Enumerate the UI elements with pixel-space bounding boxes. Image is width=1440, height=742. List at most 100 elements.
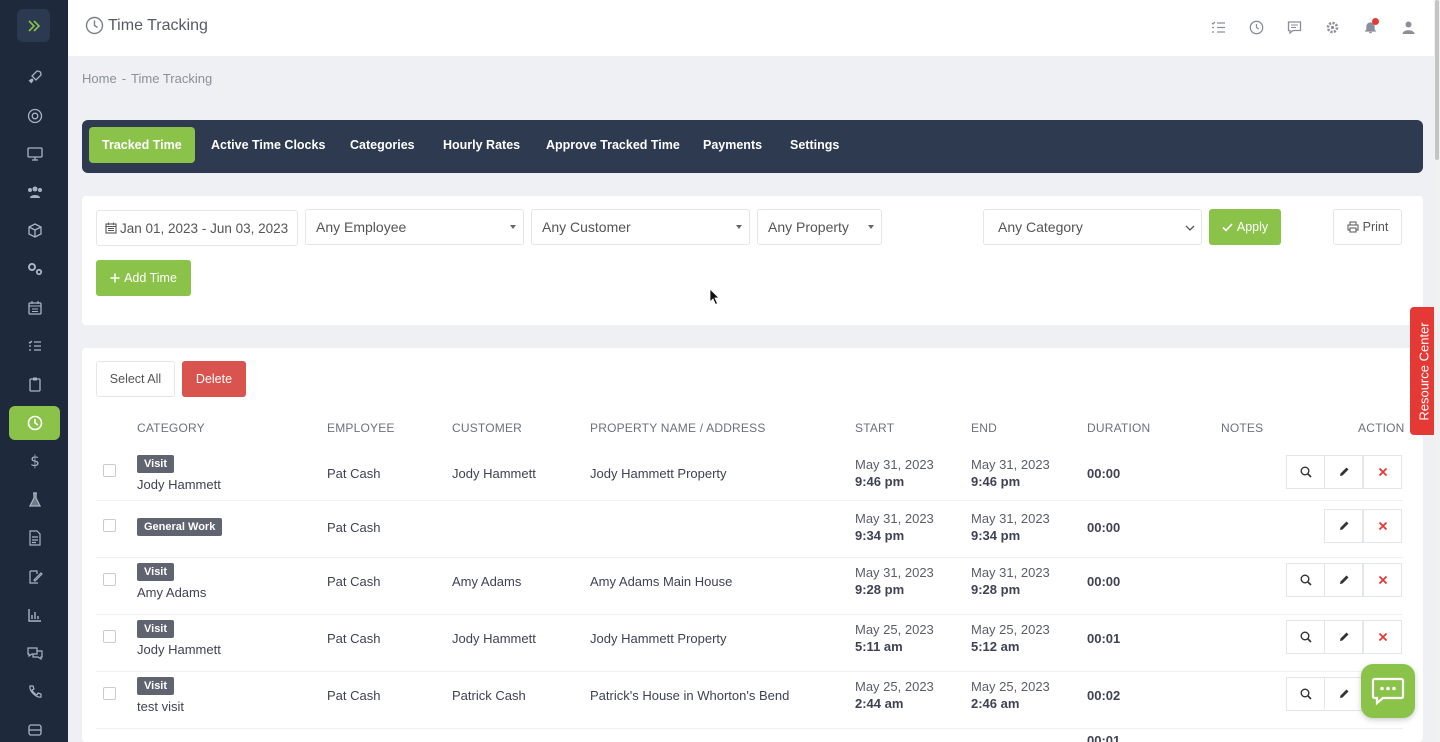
category-badge: Visit (137, 563, 175, 581)
edit-button[interactable] (1324, 677, 1363, 711)
edit-button[interactable] (1324, 563, 1363, 597)
tab-active-time-clocks[interactable]: Active Time Clocks (211, 138, 326, 152)
print-button[interactable]: Print (1333, 209, 1402, 245)
tab-hourly-rates[interactable]: Hourly Rates (443, 138, 521, 152)
print-button-label: Print (1362, 220, 1389, 234)
category-cell: Visit test visit (137, 677, 184, 714)
tasks-icon[interactable] (1209, 18, 1228, 37)
delete-row-button[interactable] (1363, 563, 1402, 597)
view-button[interactable] (1286, 455, 1325, 489)
time-entries-card: Select All Delete CATEGORY EMPLOYEE CUST… (82, 348, 1423, 742)
chat-icon[interactable] (1285, 18, 1304, 37)
end-time: 2:46 am (971, 696, 1020, 711)
resource-center-tab[interactable]: Resource Center (1410, 307, 1438, 435)
edit-button[interactable] (1324, 509, 1363, 543)
tab-settings[interactable]: Settings (790, 138, 840, 152)
column-header-start[interactable]: START (855, 421, 895, 435)
edit-button[interactable] (1324, 620, 1363, 654)
duration-cell: 00:01 (1087, 631, 1121, 646)
pencil-icon (1339, 575, 1348, 584)
category-select[interactable]: Any Category (983, 209, 1202, 245)
check-icon (1222, 222, 1233, 232)
phone-icon[interactable] (9, 675, 60, 709)
pencil-icon (1339, 689, 1348, 698)
delete-row-button[interactable] (1363, 620, 1402, 654)
view-button[interactable] (1286, 677, 1325, 711)
edit-document-icon[interactable] (9, 560, 60, 594)
end-date: May 31, 2023 (971, 511, 1050, 526)
dollar-icon[interactable]: $ (9, 444, 60, 478)
flask-icon[interactable] (9, 483, 60, 517)
tab-payments[interactable]: Payments (703, 138, 763, 152)
caret-down-icon (868, 225, 874, 229)
notification-dot (1372, 18, 1379, 25)
row-checkbox[interactable] (103, 464, 116, 477)
box-icon[interactable] (9, 214, 60, 248)
page-scrollbar[interactable] (1434, 0, 1440, 742)
close-icon (1378, 575, 1387, 585)
delete-row-button[interactable] (1363, 455, 1402, 489)
column-header-notes: NOTES (1221, 421, 1264, 435)
start-cell: May 31, 2023 9:46 pm (855, 457, 934, 489)
category-badge: Visit (137, 677, 175, 695)
users-icon[interactable] (9, 175, 60, 209)
employee-select[interactable]: Any Employee (305, 209, 524, 245)
delete-button[interactable]: Delete (182, 361, 246, 397)
start-time: 9:46 pm (855, 474, 905, 489)
tab-tracked-time[interactable]: Tracked Time (89, 127, 195, 163)
employee-cell: Pat Cash (327, 688, 381, 703)
close-icon (1378, 521, 1387, 531)
bell-icon[interactable] (1361, 18, 1380, 37)
tab-approve-tracked-time[interactable]: Approve Tracked Time (546, 138, 680, 152)
column-header-customer[interactable]: CUSTOMER (452, 421, 523, 435)
comments-icon[interactable] (9, 636, 60, 670)
storage-icon[interactable] (9, 713, 60, 742)
tab-categories[interactable]: Categories (350, 138, 415, 152)
column-header-duration[interactable]: DURATION (1087, 421, 1151, 435)
clock-icon[interactable] (1247, 18, 1266, 37)
sidebar: $ (0, 0, 68, 742)
delete-row-button[interactable] (1363, 509, 1402, 543)
chart-icon[interactable] (9, 598, 60, 632)
calendar-icon[interactable] (9, 291, 60, 325)
row-checkbox[interactable] (103, 630, 116, 643)
gears-icon[interactable] (9, 252, 60, 286)
customer-cell: Patrick Cash (452, 688, 526, 703)
edit-button[interactable] (1324, 455, 1363, 489)
row-checkbox[interactable] (103, 687, 116, 700)
document-icon[interactable] (9, 521, 60, 555)
column-header-category[interactable]: CATEGORY (137, 421, 205, 435)
monitor-icon[interactable] (9, 137, 60, 171)
table-row: Visit Amy Adams Pat Cash Amy Adams Amy A… (96, 558, 1403, 615)
view-button[interactable] (1286, 620, 1325, 654)
end-time: 9:46 pm (971, 474, 1021, 489)
clipboard-icon[interactable] (9, 367, 60, 401)
breadcrumb-separator: - (121, 71, 127, 86)
breadcrumb-home[interactable]: Home (82, 71, 117, 86)
column-header-end[interactable]: END (971, 421, 997, 435)
chat-widget-button[interactable] (1361, 664, 1415, 718)
duration-cell: 00:00 (1087, 466, 1121, 481)
column-header-employee[interactable]: EMPLOYEE (327, 421, 395, 435)
delete-label: Delete (195, 372, 233, 386)
customer-select[interactable]: Any Customer (531, 209, 750, 245)
select-all-button[interactable]: Select All (96, 361, 175, 397)
support-icon[interactable] (9, 99, 60, 133)
user-icon[interactable] (1399, 18, 1418, 37)
start-time: 9:34 pm (855, 528, 905, 543)
rocket-icon[interactable] (9, 60, 60, 94)
apply-button[interactable]: Apply (1209, 209, 1281, 245)
column-header-property[interactable]: PROPERTY NAME / ADDRESS (590, 421, 766, 435)
sidebar-toggle-button[interactable] (17, 9, 50, 42)
gear-icon[interactable] (1323, 18, 1342, 37)
date-range-picker[interactable]: Jan 01, 2023 - Jun 03, 2023 (96, 210, 298, 246)
view-button[interactable] (1286, 563, 1325, 597)
row-checkbox[interactable] (103, 519, 116, 532)
row-checkbox[interactable] (103, 573, 116, 586)
add-time-button[interactable]: Add Time (96, 260, 191, 296)
property-select[interactable]: Any Property (757, 209, 882, 245)
list-icon[interactable] (9, 329, 60, 363)
sidebar-item-time-tracking[interactable] (9, 406, 60, 440)
table-row: Visit Jody Hammett Pat Cash Jody Hammett… (96, 444, 1403, 501)
scrollbar-thumb[interactable] (1435, 0, 1439, 160)
